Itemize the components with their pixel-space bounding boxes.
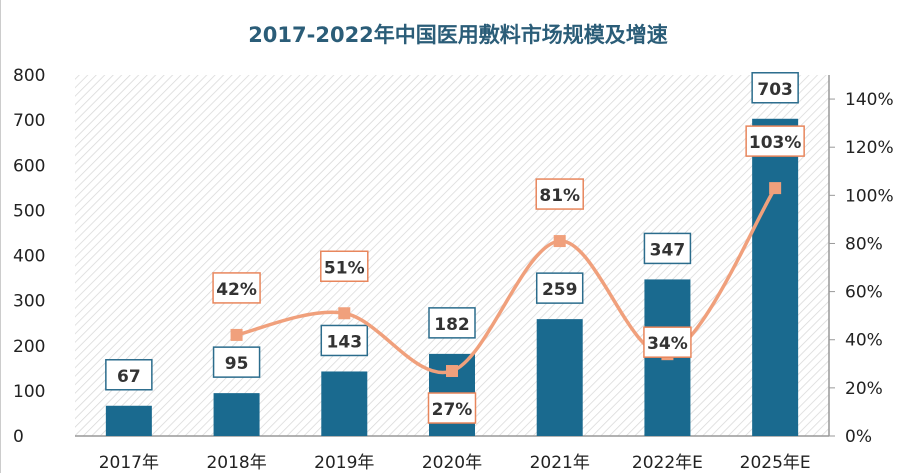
- x-tick-label: 2022年E: [632, 453, 703, 473]
- bar-data-label: 67: [117, 367, 141, 387]
- bar-label-box: [320, 324, 369, 357]
- y-tick-label: 600: [13, 156, 45, 176]
- growth-data-label: 42%: [216, 280, 257, 300]
- x-tick-label: 2021年: [530, 453, 590, 473]
- growth-label-box: [535, 178, 584, 210]
- growth-label-box: [643, 326, 692, 358]
- bar: [752, 118, 799, 437]
- x-tick-label: 2018年: [206, 453, 266, 473]
- growth-label-box: [427, 392, 477, 424]
- growth-marker: [553, 235, 566, 248]
- growth-data-label: 27%: [432, 400, 473, 420]
- x-tick-label: 2019年: [314, 453, 374, 473]
- y-tick-label: 700: [13, 111, 45, 131]
- x-tick-label: 2025年E: [740, 453, 811, 473]
- growth-label-box: [745, 125, 805, 157]
- bar-label-box: [212, 346, 261, 378]
- y-tick-label: 200: [13, 337, 45, 357]
- bar-label-box: [751, 72, 799, 104]
- y2-tick-label: 40%: [845, 331, 883, 351]
- y-tick-label: 300: [13, 292, 45, 312]
- y2-tick-label: 20%: [845, 379, 883, 399]
- y2-tick-label: 100%: [845, 186, 894, 206]
- bar-data-label: 182: [434, 315, 470, 335]
- growth-data-label: 81%: [539, 186, 580, 206]
- growth-data-label: 34%: [647, 334, 688, 354]
- x-tick-label: 2017年: [99, 453, 159, 473]
- y2-tick-label: 120%: [845, 138, 894, 158]
- bar-data-label: 95: [225, 354, 249, 374]
- bar: [536, 319, 583, 436]
- growth-label-box: [320, 250, 369, 283]
- y-tick-label: 400: [13, 247, 45, 267]
- chart-title: 2017-2022年中国医用敷料市场规模及增速: [248, 23, 668, 47]
- growth-marker: [446, 365, 458, 378]
- growth-marker: [230, 328, 243, 341]
- growth-data-label: 103%: [749, 133, 802, 153]
- bar-label-box: [428, 307, 476, 339]
- y-tick-label: 800: [13, 66, 45, 86]
- bar-data-label: 347: [650, 240, 686, 260]
- y-tick-label: 500: [13, 201, 45, 221]
- y-tick-label: 100: [13, 382, 45, 402]
- y2-tick-label: 140%: [845, 90, 894, 110]
- bar-label-box: [535, 272, 584, 304]
- bar: [105, 405, 152, 436]
- bar-label-box: [643, 232, 692, 265]
- growth-label-box: [212, 272, 261, 304]
- growth-data-label: 51%: [324, 258, 365, 278]
- bar-label-box: [105, 359, 153, 391]
- bar-data-label: 259: [542, 280, 578, 300]
- x-tick-label: 2020年: [422, 453, 482, 473]
- bar: [321, 371, 368, 436]
- bar: [213, 393, 260, 436]
- y2-tick-label: 0%: [845, 427, 872, 447]
- y2-tick-label: 60%: [845, 283, 883, 303]
- y2-tick-label: 80%: [845, 234, 883, 254]
- bar-data-label: 143: [327, 332, 363, 352]
- growth-marker: [338, 307, 351, 320]
- y-tick-label: 0: [13, 427, 24, 447]
- growth-marker: [769, 182, 782, 195]
- bar-data-label: 703: [757, 80, 793, 100]
